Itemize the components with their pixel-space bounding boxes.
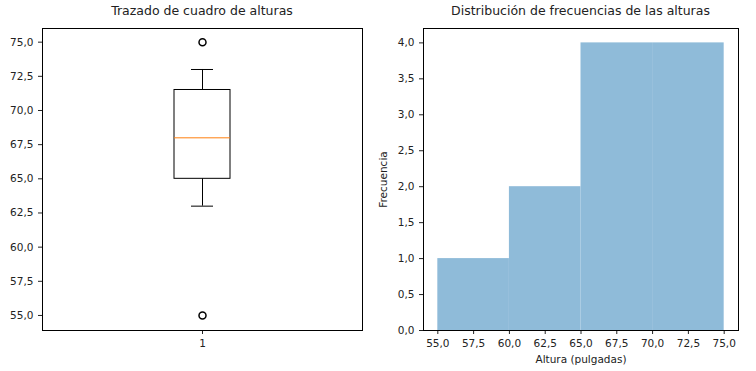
svg-text:60,0: 60,0: [498, 337, 521, 349]
svg-text:1,0: 1,0: [398, 252, 415, 264]
svg-text:Altura (pulgadas): Altura (pulgadas): [535, 353, 626, 365]
svg-text:57,5: 57,5: [10, 275, 33, 287]
svg-text:67,5: 67,5: [605, 337, 628, 349]
svg-text:72,5: 72,5: [10, 70, 33, 82]
svg-text:0,5: 0,5: [398, 288, 415, 300]
html-text:Trazado de cuadro de alturas: Trazado de cuadro de alturas: [111, 3, 293, 18]
svg-text:62,5: 62,5: [10, 206, 33, 218]
svg-text:57,5: 57,5: [462, 337, 485, 349]
svg-text:4,0: 4,0: [398, 36, 415, 48]
svg-text:1,5: 1,5: [398, 216, 415, 228]
svg-text:75,0: 75,0: [712, 337, 735, 349]
svg-text:60,0: 60,0: [10, 241, 33, 253]
svg-text:70,0: 70,0: [641, 337, 664, 349]
svg-text:0,0: 0,0: [398, 324, 415, 336]
svg-text:70,0: 70,0: [10, 104, 33, 116]
svg-text:3,5: 3,5: [398, 72, 415, 84]
svg-text:3,0: 3,0: [398, 108, 415, 120]
svg-text:72,5: 72,5: [677, 337, 700, 349]
svg-text:2,0: 2,0: [398, 180, 415, 192]
svg-text:1: 1: [199, 337, 206, 349]
svg-text:62,5: 62,5: [534, 337, 557, 349]
svg-text:65,0: 65,0: [569, 337, 592, 349]
svg-text:2,5: 2,5: [398, 144, 415, 156]
html-text:Distribución de frecuencias de: Distribución de frecuencias de las altur…: [451, 3, 710, 18]
svg-text:65,0: 65,0: [10, 172, 33, 184]
svg-text:55,0: 55,0: [10, 309, 33, 321]
svg-text:55,0: 55,0: [426, 337, 449, 349]
svg-text:67,5: 67,5: [10, 138, 33, 150]
svg-text:Frecuencia: Frecuencia: [377, 151, 389, 208]
svg-text:75,0: 75,0: [10, 36, 33, 48]
